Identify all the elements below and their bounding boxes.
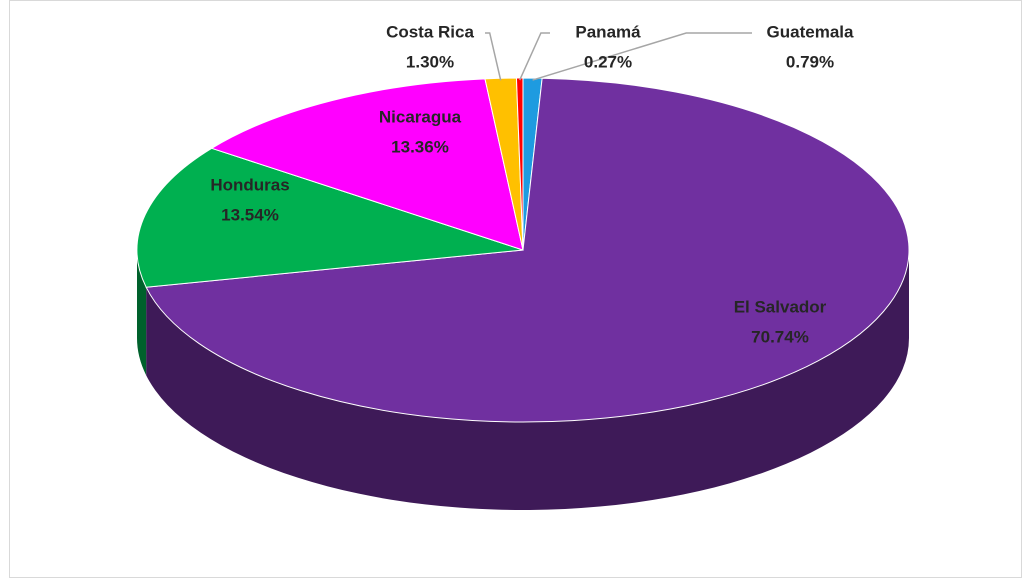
data-label-name: Costa Rica [386,22,474,41]
slice [145,77,910,423]
data-label-value: 13.54% [221,205,279,224]
leader-line [532,32,752,81]
slice-side [146,250,910,511]
data-label-name: Guatemala [767,22,854,41]
data-label-value: 0.79% [786,52,834,71]
data-label-value: 0.27% [584,52,632,71]
leader-line [519,32,550,81]
data-label-name: Honduras [210,175,289,194]
slice [210,78,524,251]
data-label-name: Panamá [575,22,641,41]
slice-side [137,250,147,376]
leader-line [485,32,502,81]
data-label-value: 70.74% [751,327,809,346]
data-label-name: El Salvador [734,297,827,316]
data-label-value: 13.36% [391,137,449,156]
slice [515,77,524,251]
data-label-name: Nicaragua [379,107,462,126]
slice [136,147,524,288]
data-label-value: 1.30% [406,52,454,71]
